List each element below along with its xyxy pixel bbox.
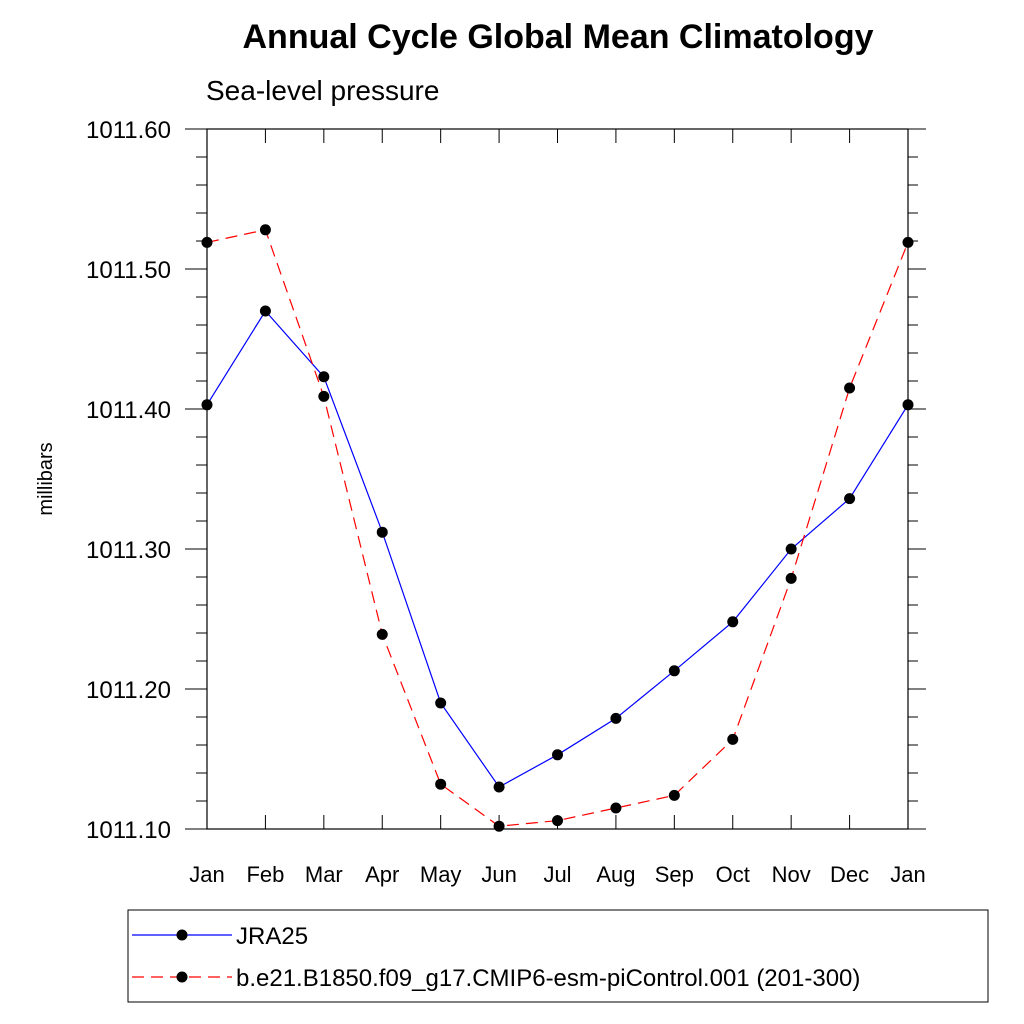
data-point — [785, 572, 797, 584]
data-point — [435, 697, 447, 709]
data-point — [493, 781, 505, 793]
legend-label-1: b.e21.B1850.f09_g17.CMIP6-esm-piControl.… — [236, 965, 860, 992]
x-tick-label: Nov — [772, 862, 811, 887]
series-line-0 — [206, 310, 909, 788]
x-tick-label: Jul — [543, 862, 571, 887]
data-point — [259, 305, 271, 317]
data-point — [668, 789, 680, 801]
data-point — [902, 236, 914, 248]
legend: JRA25 b.e21.B1850.f09_g17.CMIP6-esm-piCon… — [132, 923, 860, 992]
data-point — [610, 712, 622, 724]
series-line-1 — [206, 229, 909, 827]
x-tick-label: Mar — [305, 862, 343, 887]
data-point — [376, 628, 388, 640]
y-tick-label: 1011.60 — [86, 117, 171, 144]
data-point — [376, 526, 388, 538]
x-tick-label: Jan — [189, 862, 224, 887]
data-point — [844, 382, 856, 394]
plot-frame — [206, 128, 909, 830]
data-point — [435, 778, 447, 790]
legend-marker — [176, 971, 188, 983]
y-tick-label: 1011.20 — [86, 677, 171, 704]
y-tick-label: 1011.50 — [86, 257, 171, 284]
chart-title: Annual Cycle Global Mean Climatology — [243, 18, 874, 56]
x-tick-label: Jun — [481, 862, 516, 887]
x-tick-label: Apr — [365, 862, 399, 887]
data-point — [844, 493, 856, 505]
data-point — [785, 543, 797, 555]
data-point — [552, 815, 563, 827]
data-point — [552, 749, 563, 761]
y-axis-title: millibars — [35, 442, 57, 515]
x-tick-label: Feb — [246, 862, 284, 887]
data-point — [727, 616, 739, 628]
data-point — [318, 390, 330, 402]
y-tick-label: 1011.10 — [86, 817, 171, 844]
data-point — [727, 733, 739, 745]
data-point — [610, 802, 622, 814]
y-tick-label: 1011.30 — [86, 537, 171, 564]
data-point — [668, 665, 680, 677]
data-point — [902, 399, 914, 411]
data-point — [318, 371, 330, 383]
x-tick-label: Sep — [655, 862, 694, 887]
legend-box — [127, 909, 989, 1003]
data-point — [201, 236, 213, 248]
x-tick-label: Aug — [596, 862, 635, 887]
chart-subtitle: Sea-level pressure — [206, 75, 439, 106]
x-tick-label: Jan — [890, 862, 925, 887]
x-tick-label: May — [420, 862, 462, 887]
data-point — [493, 820, 505, 832]
y-tick-label: 1011.40 — [86, 397, 171, 424]
x-tick-label: Oct — [716, 862, 750, 887]
x-tick-label: Dec — [830, 862, 869, 887]
ticks-layer: Jan Feb Mar Apr May Jun Jul Aug Sep Oct Nov Dec Jan 1… — [86, 117, 926, 887]
legend-label-0: JRA25 — [236, 923, 308, 950]
data-point — [259, 224, 271, 236]
legend-marker — [176, 929, 188, 941]
series-layer — [201, 224, 914, 832]
data-point — [201, 399, 213, 411]
